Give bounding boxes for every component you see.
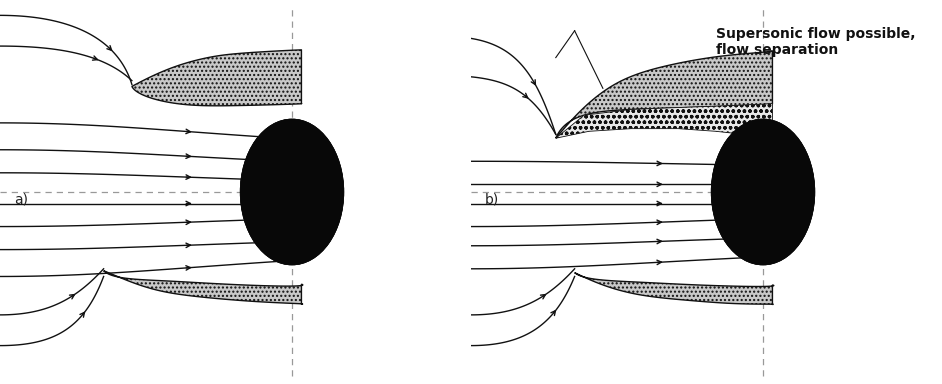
Polygon shape	[556, 104, 772, 138]
Polygon shape	[556, 51, 772, 138]
Text: Supersonic flow possible,
flow separation: Supersonic flow possible, flow separatio…	[716, 27, 916, 57]
Ellipse shape	[711, 119, 815, 265]
Ellipse shape	[240, 119, 344, 265]
Text: b): b)	[485, 193, 499, 207]
Text: a): a)	[14, 193, 28, 207]
Polygon shape	[104, 271, 302, 304]
Ellipse shape	[240, 119, 344, 265]
Polygon shape	[575, 273, 773, 305]
Polygon shape	[132, 50, 301, 106]
Ellipse shape	[711, 119, 815, 265]
